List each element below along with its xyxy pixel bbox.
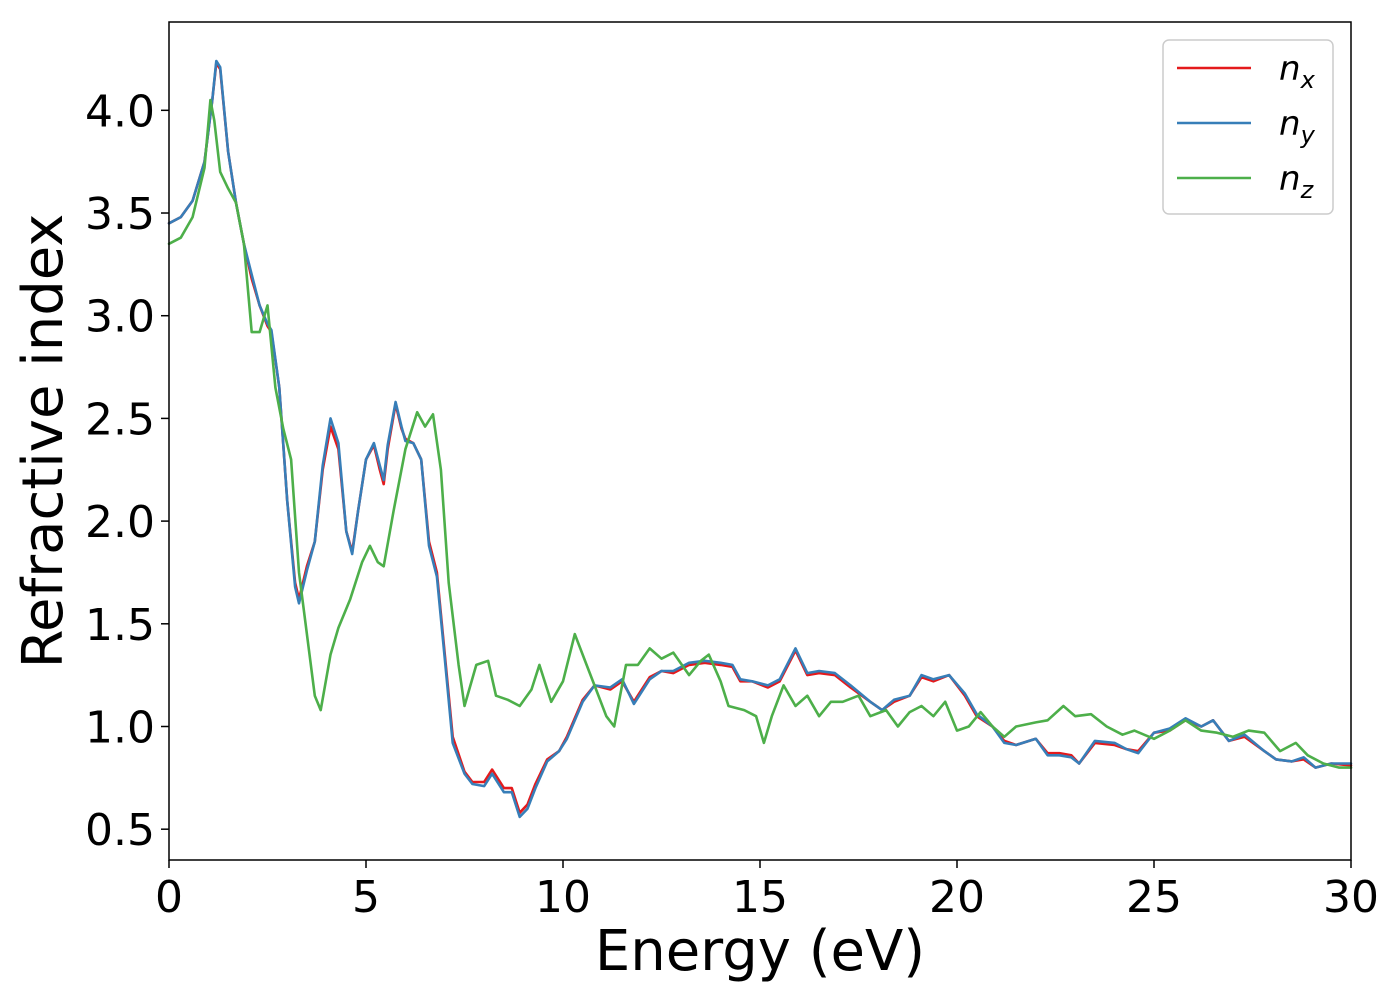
y-axis-label: Refractive index — [11, 214, 76, 669]
y-tick-label: 4.0 — [85, 86, 155, 137]
y-axis: 0.5 1.0 1.5 2.0 2.5 3.0 3.5 4.0 — [85, 86, 169, 856]
x-tick-label: 25 — [1126, 872, 1182, 923]
x-tick-label: 5 — [352, 872, 380, 923]
y-tick-label: 3.5 — [85, 189, 155, 240]
x-tick-label: 0 — [155, 872, 183, 923]
y-tick-label: 2.0 — [85, 497, 155, 548]
y-tick-label: 0.5 — [85, 805, 155, 856]
x-axis: 0 5 10 15 20 25 30 — [155, 860, 1379, 923]
x-tick-label: 15 — [732, 872, 788, 923]
series-line-ny — [167, 59, 1353, 819]
x-tick-label: 30 — [1323, 872, 1379, 923]
series-line-nz — [167, 98, 1353, 769]
y-tick-label: 1.0 — [85, 702, 155, 753]
y-tick-label: 1.5 — [85, 600, 155, 651]
x-axis-label: Energy (eV) — [595, 919, 925, 984]
x-tick-label: 10 — [535, 872, 591, 923]
x-tick-label: 20 — [929, 872, 985, 923]
legend-box — [1162, 39, 1334, 215]
y-tick-label: 3.0 — [85, 292, 155, 343]
y-tick-label: 2.5 — [85, 394, 155, 445]
plot-lines — [167, 59, 1353, 819]
